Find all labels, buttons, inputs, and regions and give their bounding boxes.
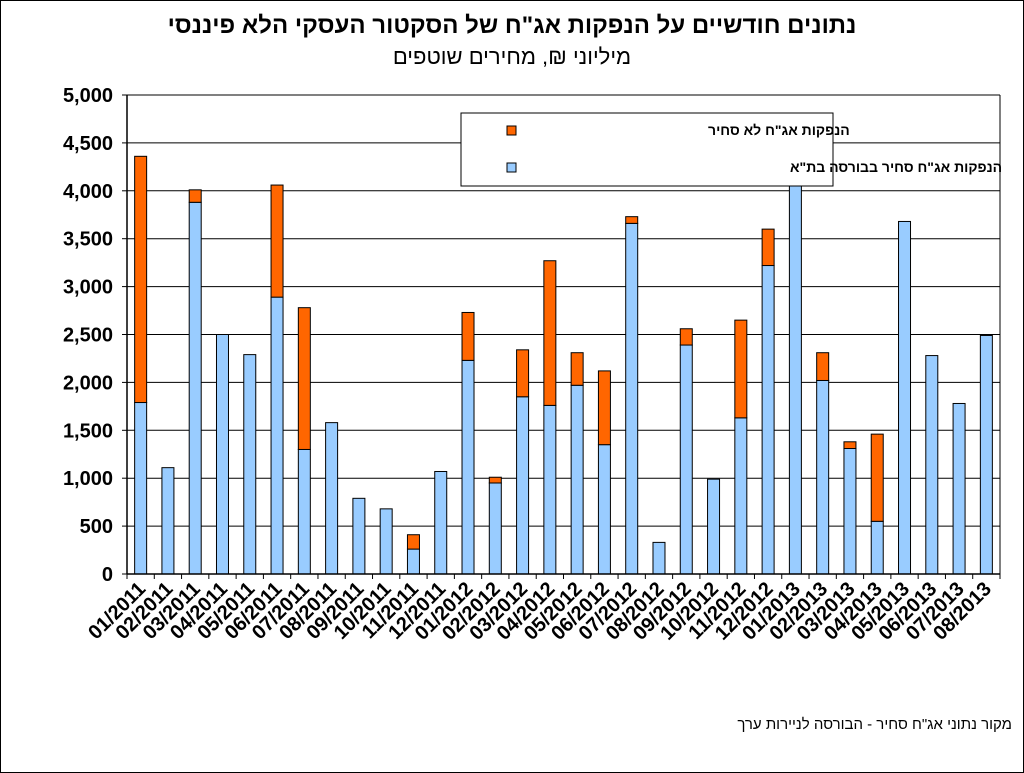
x-tick-labels: 01/201102/201103/201104/201105/201106/20… — [84, 578, 996, 645]
y-tick-label: 2,000 — [63, 372, 113, 394]
bar-listed-05/2011 — [243, 354, 257, 575]
y-tick-label: 4,500 — [63, 133, 113, 155]
bar-listed-02/2012 — [488, 482, 502, 575]
bar-unlisted-03/2012 — [516, 349, 530, 398]
y-tick-label: 1,500 — [63, 420, 113, 442]
y-tick-label: 0 — [102, 564, 113, 586]
chart-subtitle: מיליוני ₪, מחירים שוטפים — [392, 44, 632, 69]
legend-label-unlisted: הנפקות אג"ח לא סחיר — [708, 122, 850, 138]
y-tick-label: 5,000 — [63, 85, 113, 107]
bar-unlisted-03/2013 — [843, 441, 857, 450]
bar-unlisted-01/2011 — [134, 155, 148, 404]
bar-unlisted-11/2012 — [734, 319, 748, 419]
bar-unlisted-04/2012 — [543, 260, 557, 406]
bar-listed-07/2012 — [625, 222, 639, 575]
y-tick-label: 3,000 — [63, 277, 113, 299]
bar-listed-07/2013 — [952, 402, 966, 575]
bar-listed-10/2012 — [707, 478, 721, 575]
bar-listed-09/2012 — [679, 344, 693, 575]
y-tick-labels: 0 500 1,000 1,500 2,000 2,500 3,000 3,500 4,000 4… — [63, 85, 113, 586]
bars — [134, 152, 993, 575]
y-tick-label: 3,500 — [63, 229, 113, 251]
bar-listed-05/2013 — [898, 220, 912, 575]
bar-unlisted-06/2011 — [270, 184, 284, 298]
bar-listed-06/2012 — [597, 444, 611, 575]
bar-listed-01/2012 — [461, 359, 475, 575]
bar-unlisted-07/2011 — [297, 307, 311, 450]
bar-listed-07/2011 — [297, 448, 311, 575]
bar-listed-06/2013 — [925, 355, 939, 575]
bar-listed-11/2011 — [406, 548, 420, 575]
bar-unlisted-02/2012 — [488, 476, 502, 484]
chart-title: נתונים חודשיים על הנפקות אג"ח של הסקטור … — [167, 12, 857, 39]
legend-swatch-listed — [506, 162, 517, 173]
bar-unlisted-05/2012 — [570, 352, 584, 386]
bar-unlisted-01/2012 — [461, 311, 475, 361]
bar-listed-01/2013 — [788, 152, 802, 575]
y-tick-label: 500 — [80, 516, 113, 538]
y-tick-label: 1,000 — [63, 468, 113, 490]
y-tick-label: 2,500 — [63, 325, 113, 347]
bar-unlisted-06/2012 — [597, 370, 611, 446]
bar-listed-11/2012 — [734, 417, 748, 575]
legend-box — [460, 112, 834, 187]
bar-listed-08/2013 — [979, 334, 993, 575]
bar-listed-09/2011 — [352, 497, 366, 575]
legend-label-listed: הנפקות אג"ח סחיר בבורסה בת"א — [790, 159, 1002, 175]
bar-listed-02/2013 — [816, 379, 830, 575]
bar-listed-03/2011 — [188, 201, 202, 575]
bar-listed-03/2013 — [843, 448, 857, 575]
bar-unlisted-07/2012 — [625, 216, 639, 224]
bar-unlisted-03/2011 — [188, 189, 202, 203]
bar-listed-12/2011 — [434, 470, 448, 575]
bar-unlisted-02/2013 — [816, 352, 830, 381]
bar-unlisted-09/2012 — [679, 328, 693, 346]
bar-listed-06/2011 — [270, 296, 284, 575]
bar-listed-01/2011 — [134, 402, 148, 575]
bar-listed-04/2011 — [215, 334, 229, 575]
legend-swatch-unlisted — [506, 125, 517, 136]
bar-unlisted-12/2012 — [761, 228, 775, 267]
bar-listed-08/2011 — [325, 422, 339, 575]
bar-unlisted-11/2011 — [406, 534, 420, 550]
y-tick-label: 4,000 — [63, 181, 113, 203]
source-note: מקור נתוני אג"ח סחיר - הבורסה לניירות ער… — [737, 716, 1012, 733]
bar-listed-08/2012 — [652, 541, 666, 575]
bar-listed-03/2012 — [516, 396, 530, 575]
bar-unlisted-04/2013 — [870, 433, 884, 522]
bar-listed-04/2012 — [543, 404, 557, 575]
bar-listed-10/2011 — [379, 508, 393, 575]
axes — [122, 94, 1001, 579]
legend: הנפקות אג"ח לא סחיר הנפקות אג"ח סחיר בבו… — [460, 112, 1002, 187]
bar-listed-04/2013 — [870, 520, 884, 575]
bar-listed-02/2011 — [161, 467, 175, 575]
bar-listed-12/2012 — [761, 265, 775, 575]
bar-listed-05/2012 — [570, 384, 584, 575]
